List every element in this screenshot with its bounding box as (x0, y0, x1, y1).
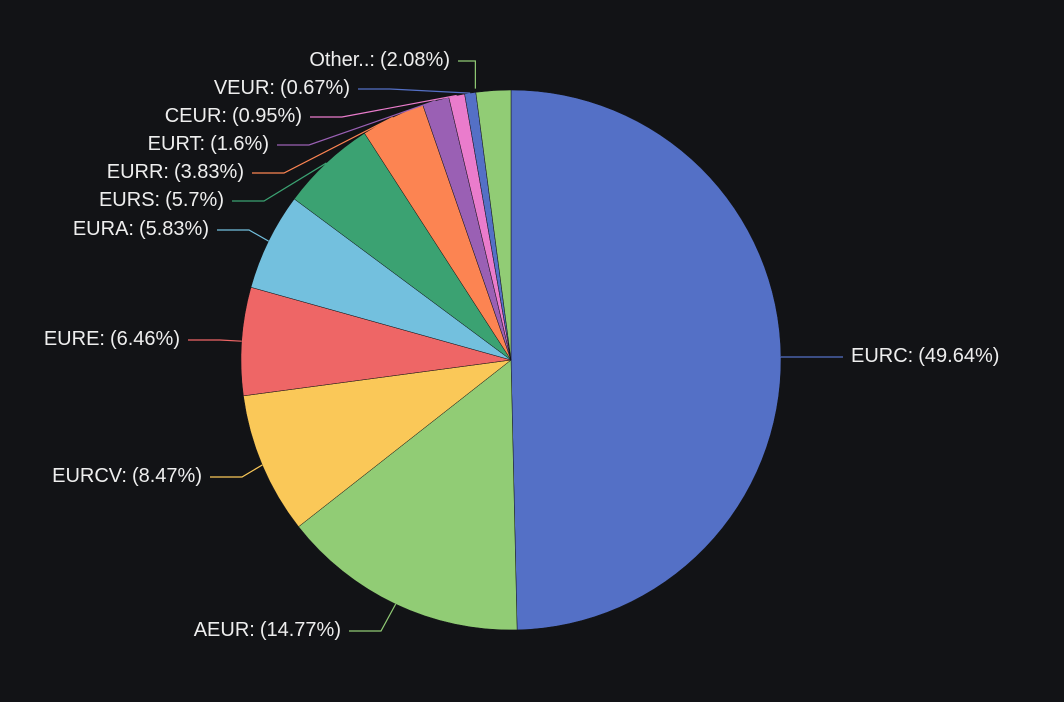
slice-category: CEUR: (165, 105, 227, 127)
slice-value-label: (14.77%) (260, 619, 341, 641)
slice-label: EURS: (5.7%) (99, 189, 224, 211)
pie-slice (298, 359, 518, 631)
slice-value-label: (5.7%) (165, 189, 224, 211)
slice-value-label: (49.64%) (918, 345, 999, 367)
leader-line (358, 88, 471, 94)
leader-line (277, 100, 436, 146)
slice-value-label: (6.46%) (110, 328, 180, 350)
slice-category: EURC: (851, 345, 913, 367)
slice-value-label: (1.6%) (210, 133, 269, 155)
slice-label: EURA: (5.83%) (73, 218, 209, 240)
pie-slice (243, 359, 512, 528)
slice-label: Other..: (2.08%) (309, 49, 450, 71)
leader-line (252, 116, 394, 174)
slice-value-label: (8.47%) (132, 465, 202, 487)
leader-line (232, 162, 327, 202)
slice-category: AEUR: (194, 619, 255, 641)
leader-line (310, 94, 457, 118)
slice-value-label: (3.83%) (174, 161, 244, 183)
slice-value-label: (0.67%) (280, 77, 350, 99)
leader-line (217, 229, 269, 242)
slice-value-label: (2.08%) (380, 49, 450, 71)
slice-category: Other..: (309, 49, 375, 71)
slice-label: CEUR: (0.95%) (165, 105, 302, 127)
pie-slice (475, 89, 512, 361)
pie-slice (240, 286, 512, 397)
slice-category: EURCV: (52, 465, 127, 487)
slice-category: EURE: (44, 328, 105, 350)
leader-line (188, 339, 242, 342)
slice-category: EURT: (148, 133, 205, 155)
slice-value-label: (5.83%) (139, 218, 209, 240)
slice-label: EURE: (6.46%) (44, 328, 180, 350)
slice-label: EURC: (49.64%) (851, 345, 999, 367)
leader-line (458, 60, 476, 89)
slice-label: EURR: (3.83%) (107, 161, 244, 183)
slice-label: AEUR: (14.77%) (194, 619, 341, 641)
slice-category: EURS: (99, 189, 160, 211)
slice-label: EURCV: (8.47%) (52, 465, 202, 487)
slice-label: EURT: (1.6%) (148, 133, 269, 155)
slice-value-label: (0.95%) (232, 105, 302, 127)
leader-line (349, 603, 397, 632)
slice-category: EURR: (107, 161, 169, 183)
slice-category: VEUR: (214, 77, 275, 99)
slice-label: VEUR: (0.67%) (214, 77, 350, 99)
leader-line (210, 464, 263, 478)
slice-category: EURA: (73, 218, 134, 240)
